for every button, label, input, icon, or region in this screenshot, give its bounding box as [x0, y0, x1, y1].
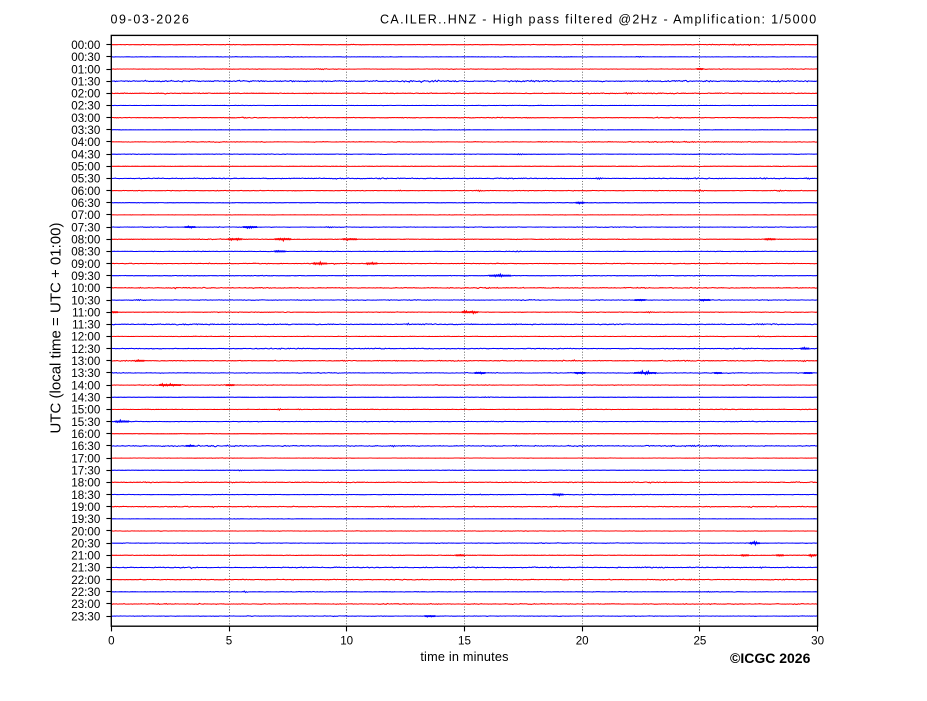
svg-text:16:30: 16:30 — [71, 440, 100, 453]
svg-text:CA.ILER..HNZ - High pass filte: CA.ILER..HNZ - High pass filtered @2Hz -… — [380, 13, 818, 27]
svg-text:12:00: 12:00 — [71, 331, 100, 344]
svg-text:5: 5 — [226, 634, 232, 647]
svg-text:22:00: 22:00 — [71, 574, 100, 587]
svg-text:02:00: 02:00 — [71, 88, 100, 101]
svg-text:20: 20 — [576, 634, 589, 647]
svg-text:UTC (local time = UTC + 01:00): UTC (local time = UTC + 01:00) — [48, 223, 65, 434]
svg-text:07:30: 07:30 — [71, 221, 100, 234]
svg-text:©ICGC 2026: ©ICGC 2026 — [730, 650, 811, 666]
svg-text:18:00: 18:00 — [71, 477, 100, 490]
svg-text:15: 15 — [458, 634, 471, 647]
svg-text:21:30: 21:30 — [71, 562, 100, 575]
svg-text:30: 30 — [811, 634, 824, 647]
svg-text:14:00: 14:00 — [71, 379, 100, 392]
svg-text:10:00: 10:00 — [71, 282, 100, 295]
svg-text:11:30: 11:30 — [72, 319, 100, 332]
svg-text:08:30: 08:30 — [71, 246, 100, 259]
svg-text:00:30: 00:30 — [71, 51, 100, 64]
svg-text:06:00: 06:00 — [71, 185, 100, 198]
svg-text:03:00: 03:00 — [71, 112, 100, 125]
svg-text:05:00: 05:00 — [71, 161, 100, 174]
svg-text:09:00: 09:00 — [71, 258, 100, 271]
svg-text:12:30: 12:30 — [71, 343, 100, 356]
svg-text:19:00: 19:00 — [71, 501, 100, 514]
svg-text:04:30: 04:30 — [71, 148, 100, 161]
svg-text:04:00: 04:00 — [71, 136, 100, 149]
svg-text:15:30: 15:30 — [71, 416, 100, 429]
svg-text:01:30: 01:30 — [71, 75, 100, 88]
svg-text:14:30: 14:30 — [71, 392, 100, 405]
svg-text:17:00: 17:00 — [71, 452, 100, 465]
svg-text:10: 10 — [340, 634, 353, 647]
svg-text:22:30: 22:30 — [71, 586, 100, 599]
svg-text:25: 25 — [693, 634, 706, 647]
svg-text:01:00: 01:00 — [71, 63, 100, 76]
svg-text:15:00: 15:00 — [71, 404, 100, 417]
svg-text:23:30: 23:30 — [71, 610, 100, 623]
svg-text:05:30: 05:30 — [71, 173, 100, 186]
svg-text:02:30: 02:30 — [71, 100, 100, 113]
svg-text:06:30: 06:30 — [71, 197, 100, 210]
svg-text:07:00: 07:00 — [71, 209, 100, 222]
svg-text:00:00: 00:00 — [71, 39, 100, 52]
svg-text:0: 0 — [108, 634, 114, 647]
svg-text:19:30: 19:30 — [71, 513, 100, 526]
svg-text:16:00: 16:00 — [71, 428, 100, 441]
svg-text:09-03-2026: 09-03-2026 — [111, 13, 191, 27]
svg-text:11:00: 11:00 — [72, 306, 100, 319]
svg-text:03:30: 03:30 — [71, 124, 100, 137]
svg-text:17:30: 17:30 — [71, 464, 100, 477]
svg-text:23:00: 23:00 — [71, 598, 100, 611]
svg-text:13:30: 13:30 — [71, 367, 100, 380]
svg-text:21:00: 21:00 — [71, 550, 100, 563]
svg-text:20:30: 20:30 — [71, 537, 100, 550]
svg-text:18:30: 18:30 — [71, 489, 100, 502]
svg-text:20:00: 20:00 — [71, 525, 100, 538]
svg-text:13:00: 13:00 — [71, 355, 100, 368]
svg-text:08:00: 08:00 — [71, 233, 100, 246]
svg-text:time in minutes: time in minutes — [420, 650, 508, 664]
svg-text:09:30: 09:30 — [71, 270, 100, 283]
svg-text:10:30: 10:30 — [71, 294, 100, 307]
